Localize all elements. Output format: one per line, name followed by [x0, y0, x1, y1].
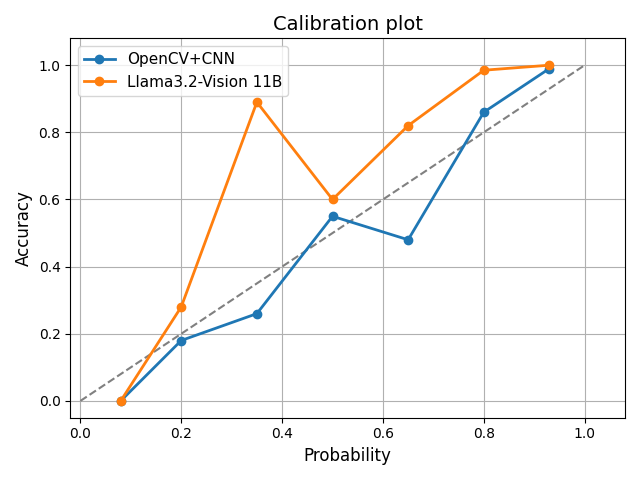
OpenCV+CNN [329, 214, 337, 219]
Llama3.2-Vision 11B [404, 123, 412, 129]
Llama3.2-Vision 11B [177, 304, 185, 310]
Legend: OpenCV+CNN, Llama3.2-Vision 11B: OpenCV+CNN, Llama3.2-Vision 11B [78, 46, 288, 96]
Llama3.2-Vision 11B [329, 197, 337, 203]
OpenCV+CNN [177, 337, 185, 343]
Llama3.2-Vision 11B [117, 398, 125, 404]
Llama3.2-Vision 11B [545, 62, 553, 68]
Title: Calibration plot: Calibration plot [273, 15, 422, 34]
X-axis label: Probability: Probability [304, 447, 392, 465]
OpenCV+CNN [404, 237, 412, 243]
OpenCV+CNN [117, 398, 125, 404]
OpenCV+CNN [545, 66, 553, 72]
Llama3.2-Vision 11B [480, 67, 488, 73]
Y-axis label: Accuracy: Accuracy [15, 190, 33, 266]
Line: Llama3.2-Vision 11B: Llama3.2-Vision 11B [116, 61, 554, 405]
Llama3.2-Vision 11B [253, 99, 260, 105]
OpenCV+CNN [480, 109, 488, 115]
Line: OpenCV+CNN: OpenCV+CNN [116, 64, 554, 405]
OpenCV+CNN [253, 311, 260, 316]
